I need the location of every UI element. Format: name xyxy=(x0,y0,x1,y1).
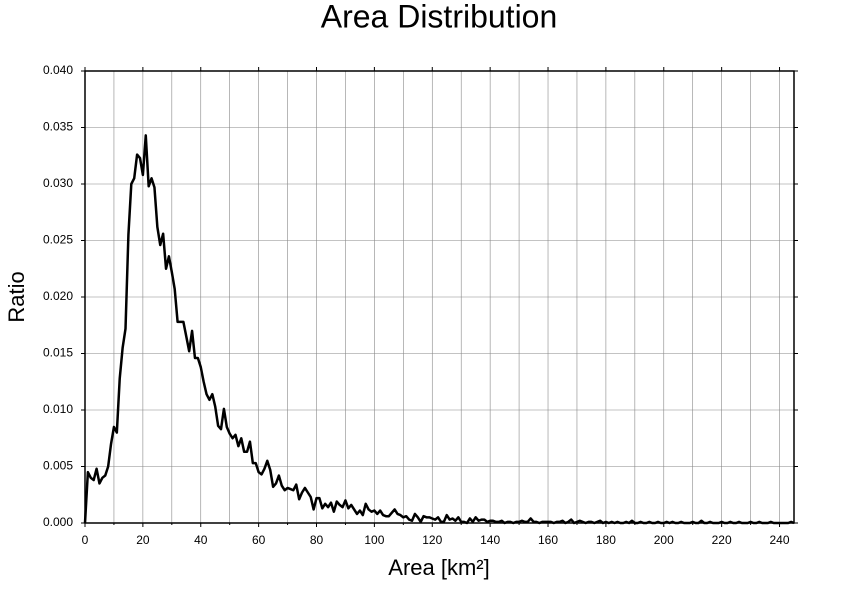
x-tick-label: 120 xyxy=(422,533,442,547)
x-tick-label: 100 xyxy=(364,533,384,547)
x-tick-label: 20 xyxy=(136,533,150,547)
x-tick-label: 180 xyxy=(596,533,616,547)
x-axis-label: Area [km²] xyxy=(388,555,489,580)
y-axis-label: Ratio xyxy=(4,271,29,322)
y-tick-label: 0.005 xyxy=(43,459,73,473)
x-tick-label: 0 xyxy=(82,533,89,547)
chart-title: Area Distribution xyxy=(321,0,558,34)
y-tick-label: 0.035 xyxy=(43,120,73,134)
y-tick-label: 0.020 xyxy=(43,289,73,303)
x-tick-label: 40 xyxy=(194,533,208,547)
x-tick-label: 60 xyxy=(252,533,266,547)
x-tick-label: 80 xyxy=(310,533,324,547)
y-tick-label: 0.000 xyxy=(43,515,73,529)
x-tick-label: 240 xyxy=(770,533,790,547)
x-tick-label: 140 xyxy=(480,533,500,547)
plot xyxy=(83,134,795,525)
y-tick-label: 0.030 xyxy=(43,176,73,190)
y-tick-label: 0.010 xyxy=(43,402,73,416)
y-tick-label: 0.025 xyxy=(43,233,73,247)
x-tick-label: 200 xyxy=(654,533,674,547)
data-line xyxy=(83,134,795,525)
y-tick-label: 0.015 xyxy=(43,346,73,360)
plot-frame xyxy=(84,70,795,524)
grid: 0.000 0.005 0.010 0.015 0.020 0.025 0.030 0.035… xyxy=(43,63,798,547)
x-tick-label: 160 xyxy=(538,533,558,547)
y-tick-label: 0.040 xyxy=(43,63,73,77)
x-tick-label: 220 xyxy=(712,533,732,547)
